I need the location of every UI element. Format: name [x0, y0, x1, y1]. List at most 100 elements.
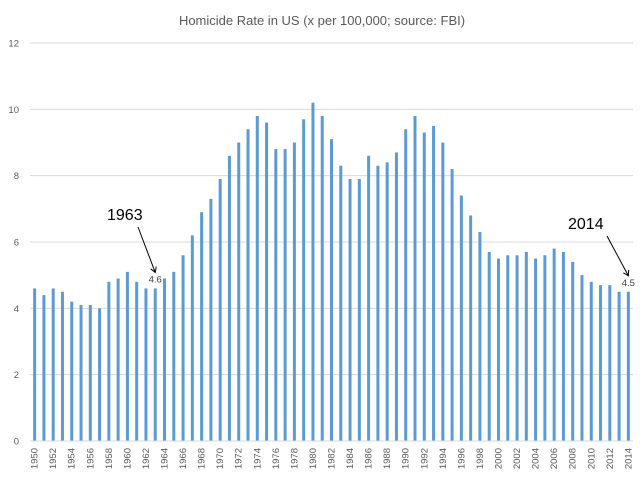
x-axis-ticks: 1950 1952 1954 1956 1958 1960 1962 1964 1966 1968… [30, 448, 635, 469]
y-tick-label: 2 [14, 370, 19, 381]
x-tick-label: 1962 [141, 448, 152, 469]
bar-2006 [552, 248, 556, 441]
bar-1974 [255, 115, 259, 441]
x-tick-label: 2000 [493, 448, 504, 469]
x-tick-label: 1954 [67, 448, 78, 469]
bar-1968 [200, 212, 204, 441]
bar-1952 [51, 288, 55, 441]
bar-1957 [98, 308, 102, 441]
bar-1971 [227, 155, 231, 441]
y-tick-label: 6 [14, 238, 19, 249]
bar-1989 [394, 152, 398, 441]
y-tick-label: 10 [8, 105, 19, 116]
bar-2001 [506, 255, 510, 441]
bar-1953 [60, 291, 64, 441]
bar-2003 [524, 251, 528, 441]
bar-2014 [626, 291, 630, 441]
x-tick-label: 1974 [252, 448, 263, 469]
bar-2004 [534, 258, 538, 441]
annotation-2014-year: 2014 [568, 216, 604, 233]
x-tick-label: 1950 [30, 448, 41, 469]
x-tick-label: 1952 [48, 448, 59, 469]
x-tick-label: 1980 [308, 448, 319, 469]
bar-2002 [515, 255, 519, 441]
x-tick-label: 1982 [327, 448, 338, 469]
bar-2013 [617, 291, 621, 441]
bar-2010 [589, 281, 593, 441]
x-tick-label: 1956 [85, 448, 96, 469]
x-tick-label: 1998 [475, 448, 486, 469]
y-tick-label: 0 [14, 437, 19, 448]
x-tick-label: 1960 [122, 448, 133, 469]
bar-1973 [246, 129, 250, 441]
bar-1960 [125, 271, 129, 441]
bar-2005 [543, 255, 547, 441]
bar-2008 [571, 261, 575, 441]
bar-1969 [209, 198, 213, 441]
bar-2000 [496, 258, 500, 441]
y-axis-ticks: 0 2 4 6 8 10 12 [8, 39, 19, 448]
annotation-1963-value: 4.6 [149, 274, 162, 285]
bar-1965 [172, 271, 176, 441]
bar-1964 [163, 278, 167, 441]
bar-1956 [88, 305, 92, 441]
bar-1961 [135, 281, 139, 441]
bar-2009 [580, 275, 584, 441]
chart-title: Homicide Rate in US (x per 100,000; sour… [179, 13, 465, 28]
bar-1999 [487, 251, 491, 441]
bar-1992 [422, 132, 426, 442]
bar-1993 [432, 125, 436, 442]
x-tick-label: 1964 [160, 448, 171, 469]
x-tick-label: 2004 [531, 448, 542, 469]
bar-1967 [190, 235, 194, 441]
bar-1972 [237, 142, 241, 441]
bar-1990 [404, 129, 408, 441]
y-tick-label: 8 [14, 171, 19, 182]
annotation-2014-arrow [606, 235, 630, 277]
bar-1955 [79, 305, 83, 441]
bars [33, 102, 630, 442]
bar-1985 [357, 178, 361, 441]
bar-1981 [320, 115, 324, 441]
x-tick-label: 1972 [234, 448, 245, 469]
bar-1998 [478, 232, 482, 441]
annotation-2014-value: 4.5 [622, 278, 635, 289]
y-tick-label: 4 [14, 304, 19, 315]
bar-1987 [376, 165, 380, 441]
bar-1954 [70, 301, 74, 441]
bar-1977 [283, 149, 287, 441]
bar-1970 [218, 178, 222, 441]
x-tick-label: 1968 [197, 448, 208, 469]
x-tick-label: 1994 [438, 448, 449, 469]
bar-1962 [144, 288, 148, 441]
bar-1995 [450, 169, 454, 442]
bar-1958 [107, 281, 111, 441]
bar-1963 [153, 288, 157, 441]
x-tick-label: 2006 [549, 448, 560, 469]
annotation-1963-arrow [137, 226, 157, 274]
x-tick-label: 1996 [456, 448, 467, 469]
annotation-1963-year: 1963 [107, 207, 143, 224]
x-tick-label: 2010 [586, 448, 597, 469]
bar-1991 [413, 115, 417, 441]
annotation-2014: 2014 4.5 [568, 216, 635, 289]
bar-1988 [385, 162, 389, 441]
x-tick-label: 1966 [178, 448, 189, 469]
bar-1980 [311, 102, 315, 441]
bar-1982 [330, 139, 333, 441]
x-tick-label: 1984 [345, 448, 356, 469]
x-tick-label: 1990 [401, 448, 412, 469]
bar-1975 [265, 122, 269, 441]
x-tick-label: 2002 [512, 448, 523, 469]
x-tick-label: 2008 [568, 448, 579, 469]
x-tick-label: 1992 [419, 448, 430, 469]
bar-2007 [561, 251, 565, 441]
x-tick-label: 1958 [104, 448, 115, 469]
bar-1986 [367, 155, 371, 441]
annotation-1963: 1963 4.6 [107, 207, 162, 285]
bar-1951 [42, 295, 46, 441]
x-tick-label: 1988 [382, 448, 393, 469]
bar-1979 [302, 119, 306, 442]
